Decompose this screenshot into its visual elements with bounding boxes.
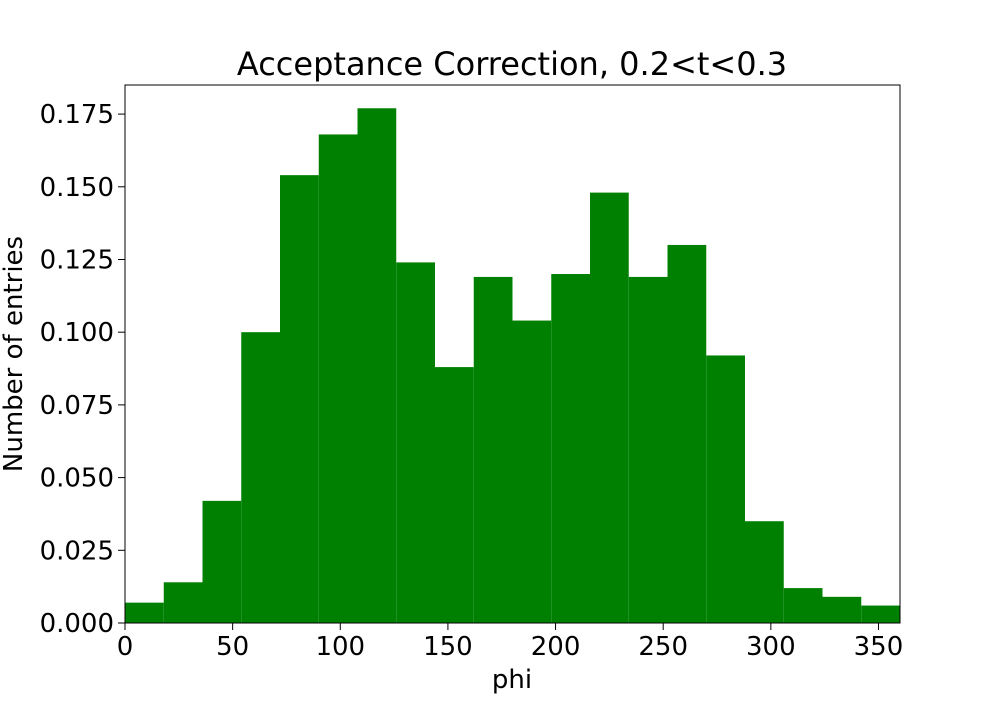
y-tick-label: 0.150 <box>40 173 114 203</box>
y-tick-label: 0.100 <box>40 318 114 348</box>
x-tick-label: 150 <box>423 632 473 662</box>
x-tick-label: 250 <box>638 632 688 662</box>
y-tick-label: 0.050 <box>40 464 114 494</box>
x-tick-label: 300 <box>746 632 796 662</box>
y-axis: 0.000 0.025 0.050 0.075 0.100 0.125 0.150 0.175 <box>40 100 125 639</box>
x-axis-label: phi <box>492 665 532 695</box>
x-tick-label: 50 <box>216 632 249 662</box>
histogram-bar <box>396 262 435 623</box>
x-tick-label: 0 <box>117 632 134 662</box>
histogram-bar <box>512 320 552 623</box>
x-tick-label: 350 <box>854 632 904 662</box>
y-tick-label: 0.125 <box>40 245 114 275</box>
histogram-bar <box>241 332 280 623</box>
histogram-bar <box>667 244 707 623</box>
histogram-bar <box>783 588 823 623</box>
histogram-bar <box>125 602 164 623</box>
histogram-bar <box>822 596 862 623</box>
y-tick-label: 0.075 <box>40 391 114 421</box>
y-axis-label: Number of entries <box>0 236 29 472</box>
histogram-bar <box>318 134 358 623</box>
bars-group <box>125 108 900 623</box>
histogram-bar <box>628 276 668 623</box>
y-tick-label: 0.000 <box>40 609 114 639</box>
histogram-bar <box>280 175 319 623</box>
histogram-bar <box>202 500 242 623</box>
histogram-bar <box>163 582 203 623</box>
y-tick-label: 0.025 <box>40 536 114 566</box>
histogram-bar <box>473 276 513 623</box>
plot-frame <box>124 84 901 624</box>
histogram-bar <box>706 355 745 623</box>
histogram-bar <box>435 367 474 623</box>
x-tick-label: 100 <box>315 632 365 662</box>
y-tick-label: 0.175 <box>40 100 114 130</box>
x-tick-label: 200 <box>531 632 581 662</box>
histogram-bar <box>861 605 900 623</box>
histogram-bar <box>590 192 629 623</box>
histogram-bar <box>745 521 784 623</box>
x-axis: 0 50 100 150 200 250 300 350 <box>117 623 904 662</box>
histogram-bar <box>551 274 590 623</box>
histogram-bar <box>357 108 397 623</box>
chart-title: Acceptance Correction, 0.2<t<0.3 <box>237 45 787 83</box>
